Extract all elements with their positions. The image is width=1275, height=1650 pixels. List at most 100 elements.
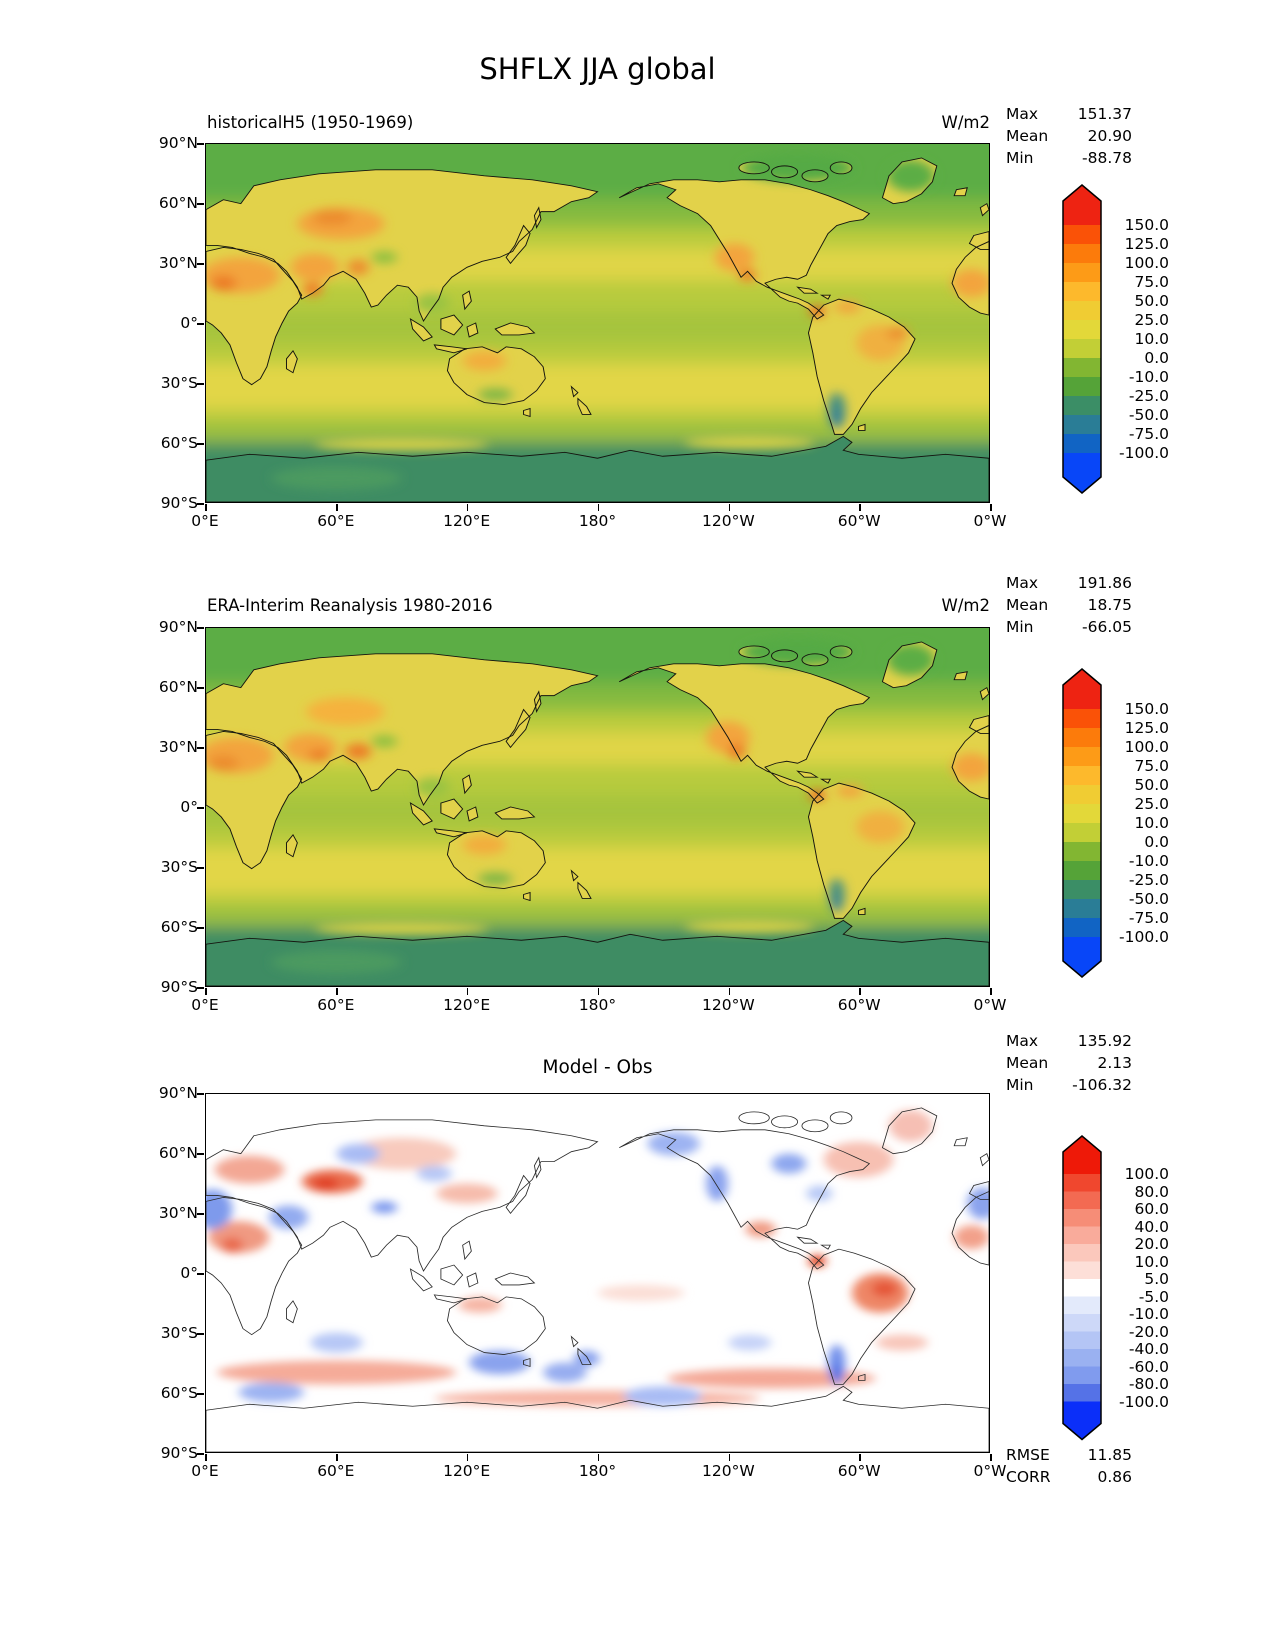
- colorbar-tick-label: 10.0: [1134, 330, 1169, 348]
- colorbar-tick-label: -25.0: [1128, 871, 1169, 889]
- stat-value: 20.90: [1087, 127, 1132, 145]
- y-tick-mark: [197, 807, 204, 809]
- colorbar-tick-label: 50.0: [1134, 776, 1169, 794]
- y-tick-mark: [197, 443, 204, 445]
- x-tick-mark: [466, 504, 469, 511]
- colorbar-tick-label: -25.0: [1128, 387, 1169, 405]
- y-tick-mark: [197, 1213, 204, 1215]
- y-tick-label: 60°S: [160, 918, 198, 936]
- y-tick-label: 30°N: [158, 254, 198, 272]
- panel2-subtitle: ERA-Interim Reanalysis 1980-2016: [207, 596, 493, 615]
- colorbar-tick-label: 10.0: [1134, 814, 1169, 832]
- stat-label: Max: [1006, 1032, 1039, 1050]
- panel2-units-label: W/m2: [941, 596, 990, 615]
- stat-label: Mean: [1006, 127, 1049, 145]
- x-tick-label: 60°W: [837, 512, 881, 530]
- colorbar-tick-label: 60.0: [1134, 1200, 1169, 1218]
- y-tick-label: 60°S: [160, 1384, 198, 1402]
- panel3-map-canvas: [206, 1094, 989, 1452]
- x-tick-mark: [336, 988, 338, 995]
- panel3-map: [197, 1093, 992, 1461]
- y-tick-mark: [197, 1273, 204, 1275]
- colorbar-tick-label: 10.0: [1134, 1252, 1169, 1271]
- x-tick-label: 0°E: [191, 1462, 219, 1480]
- colorbar-tick-label: -100.0: [1119, 1392, 1169, 1411]
- y-tick-mark: [197, 687, 204, 689]
- x-tick-label: 0°E: [191, 996, 219, 1014]
- colorbar-tick-label: -40.0: [1128, 1340, 1169, 1358]
- y-tick-label: 60°N: [158, 678, 198, 696]
- stat-row: Min -106.32: [1006, 1074, 1132, 1096]
- panel1-colorbar: 150.0 125.0 100.0 75.0 50.0 25.0 10.0 0.0 -10.0-…: [1062, 184, 1173, 499]
- colorbar-tick-label: -5.0: [1138, 1287, 1169, 1306]
- y-tick-mark: [197, 503, 204, 505]
- stat-label: Min: [1006, 149, 1034, 167]
- y-tick-label: 90°S: [160, 494, 198, 512]
- y-tick-mark: [197, 927, 204, 929]
- panel1-subtitle: historicalH5 (1950-1969): [207, 113, 414, 132]
- y-tick-mark: [197, 1453, 204, 1455]
- x-tick-mark: [205, 988, 207, 995]
- x-tick-label: 180°: [578, 996, 617, 1014]
- colorbar-tick-label: 125.0: [1124, 235, 1169, 253]
- y-tick-label: 30°S: [160, 374, 198, 392]
- y-tick-label: 30°N: [158, 738, 198, 756]
- stat-label: Min: [1006, 618, 1034, 636]
- x-tick-mark: [990, 988, 992, 995]
- y-tick-mark: [197, 143, 204, 145]
- colorbar-canvas: [1062, 184, 1102, 494]
- colorbar-tick-label: -10.0: [1128, 1305, 1169, 1323]
- stat-value: 135.92: [1077, 1032, 1132, 1050]
- y-tick-label: 30°N: [158, 1204, 198, 1222]
- stat-value: -88.78: [1082, 149, 1132, 167]
- stat-row: Min -88.78: [1006, 147, 1132, 169]
- y-tick-mark: [197, 383, 204, 385]
- panel2-stats-block: Max 191.86 Mean 18.75 Min -66.05: [1006, 572, 1132, 638]
- panel1-units-label: W/m2: [941, 113, 990, 132]
- stat-label: RMSE: [1006, 1446, 1050, 1464]
- y-tick-label: 30°S: [160, 1324, 198, 1342]
- colorbar-tick-label: 75.0: [1134, 757, 1169, 775]
- panel1-x-axis-labels: 0°E 60°E 120°E 180° 120°W 60°W 0°W: [191, 512, 1006, 532]
- stat-label: Max: [1006, 105, 1039, 123]
- x-tick-mark: [728, 1454, 731, 1461]
- panel2-x-axis-labels: 0°E 60°E 120°E 180° 120°W 60°W 0°W: [191, 996, 1006, 1016]
- y-tick-label: 90°S: [160, 978, 198, 996]
- colorbar-tick-label: -10.0: [1128, 852, 1169, 870]
- stat-label: Mean: [1006, 596, 1049, 614]
- x-tick-mark: [597, 504, 600, 511]
- y-tick-mark: [197, 627, 204, 629]
- panel2-map: [197, 627, 992, 995]
- x-tick-label: 120°E: [443, 512, 491, 530]
- x-tick-label: 120°E: [443, 996, 491, 1014]
- x-tick-mark: [990, 1454, 992, 1461]
- colorbar-tick-label: 0.0: [1144, 349, 1169, 367]
- x-tick-mark: [859, 988, 861, 995]
- stat-value: -66.05: [1082, 618, 1132, 636]
- colorbar-tick-label: 150.0: [1124, 700, 1169, 718]
- stat-label: Max: [1006, 574, 1039, 592]
- stat-label: Min: [1006, 1076, 1034, 1094]
- colorbar-tick-label: -20.0: [1128, 1322, 1169, 1341]
- stat-row: CORR 0.86: [1006, 1466, 1132, 1488]
- x-tick-mark: [336, 1454, 338, 1461]
- y-tick-label: 0°: [180, 314, 198, 332]
- y-tick-mark: [197, 1153, 204, 1155]
- x-tick-label: 60°E: [317, 996, 355, 1014]
- panel3-x-axis-labels: 0°E 60°E 120°E 180° 120°W 60°W 0°W: [191, 1462, 1006, 1482]
- x-tick-label: 0°E: [191, 512, 219, 530]
- colorbar-tick-label: 20.0: [1134, 1235, 1169, 1253]
- colorbar-tick-label: -100.0: [1119, 444, 1169, 462]
- x-tick-mark: [990, 504, 992, 511]
- y-tick-label: 90°N: [158, 1084, 198, 1102]
- x-tick-label: 0°W: [973, 996, 1007, 1014]
- stat-value: 151.37: [1077, 105, 1132, 123]
- x-tick-label: 0°W: [973, 1462, 1007, 1480]
- x-tick-label: 120°W: [701, 1462, 755, 1480]
- stat-value: 11.85: [1087, 1446, 1132, 1464]
- colorbar-tick-label: 80.0: [1134, 1182, 1169, 1201]
- stat-value: -106.32: [1072, 1076, 1132, 1094]
- y-tick-mark: [197, 1393, 204, 1395]
- stat-row: RMSE 11.85: [1006, 1444, 1132, 1466]
